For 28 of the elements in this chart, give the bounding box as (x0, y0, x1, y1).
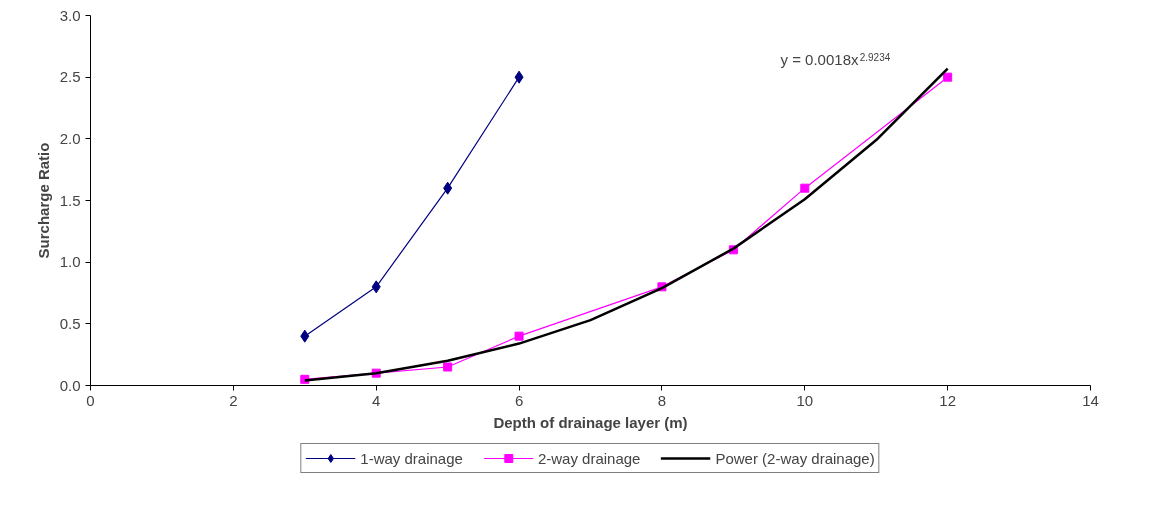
x-tick-label: 10 (796, 391, 814, 409)
x-tick-label: 0 (86, 391, 95, 409)
y-tick-label: 3.0 (59, 6, 81, 24)
y-tick-label: 1.5 (59, 191, 81, 209)
y-tick-label: 2.5 (59, 68, 81, 86)
point (800, 183, 810, 193)
point (943, 72, 953, 82)
x-tick-label: 12 (939, 391, 956, 409)
x-tick-label: 8 (657, 391, 667, 409)
y-tick-label: 0.5 (59, 314, 81, 332)
x-axis-title: Depth of drainage layer (m) (493, 413, 688, 431)
x-tick-label: 4 (372, 391, 381, 409)
x-tick-label: 6 (514, 391, 524, 409)
point (514, 70, 524, 84)
point (443, 181, 453, 195)
legend-label: 1-way drainage (360, 449, 463, 467)
y-tick-label: 2.0 (59, 129, 81, 147)
point (371, 280, 381, 294)
y-axis-title: Surcharge Ratio (34, 142, 52, 259)
legend-label: Power (2-way drainage) (715, 449, 875, 467)
point (514, 331, 524, 341)
y-tick-label: 1.0 (59, 253, 81, 271)
point (443, 362, 453, 372)
point (300, 329, 310, 343)
x-tick-label: 2 (229, 391, 238, 409)
x-tick-label: 14 (1082, 391, 1099, 409)
legend-label: 2-way drainage (537, 449, 641, 467)
y-tick-label: 0.0 (59, 376, 81, 394)
